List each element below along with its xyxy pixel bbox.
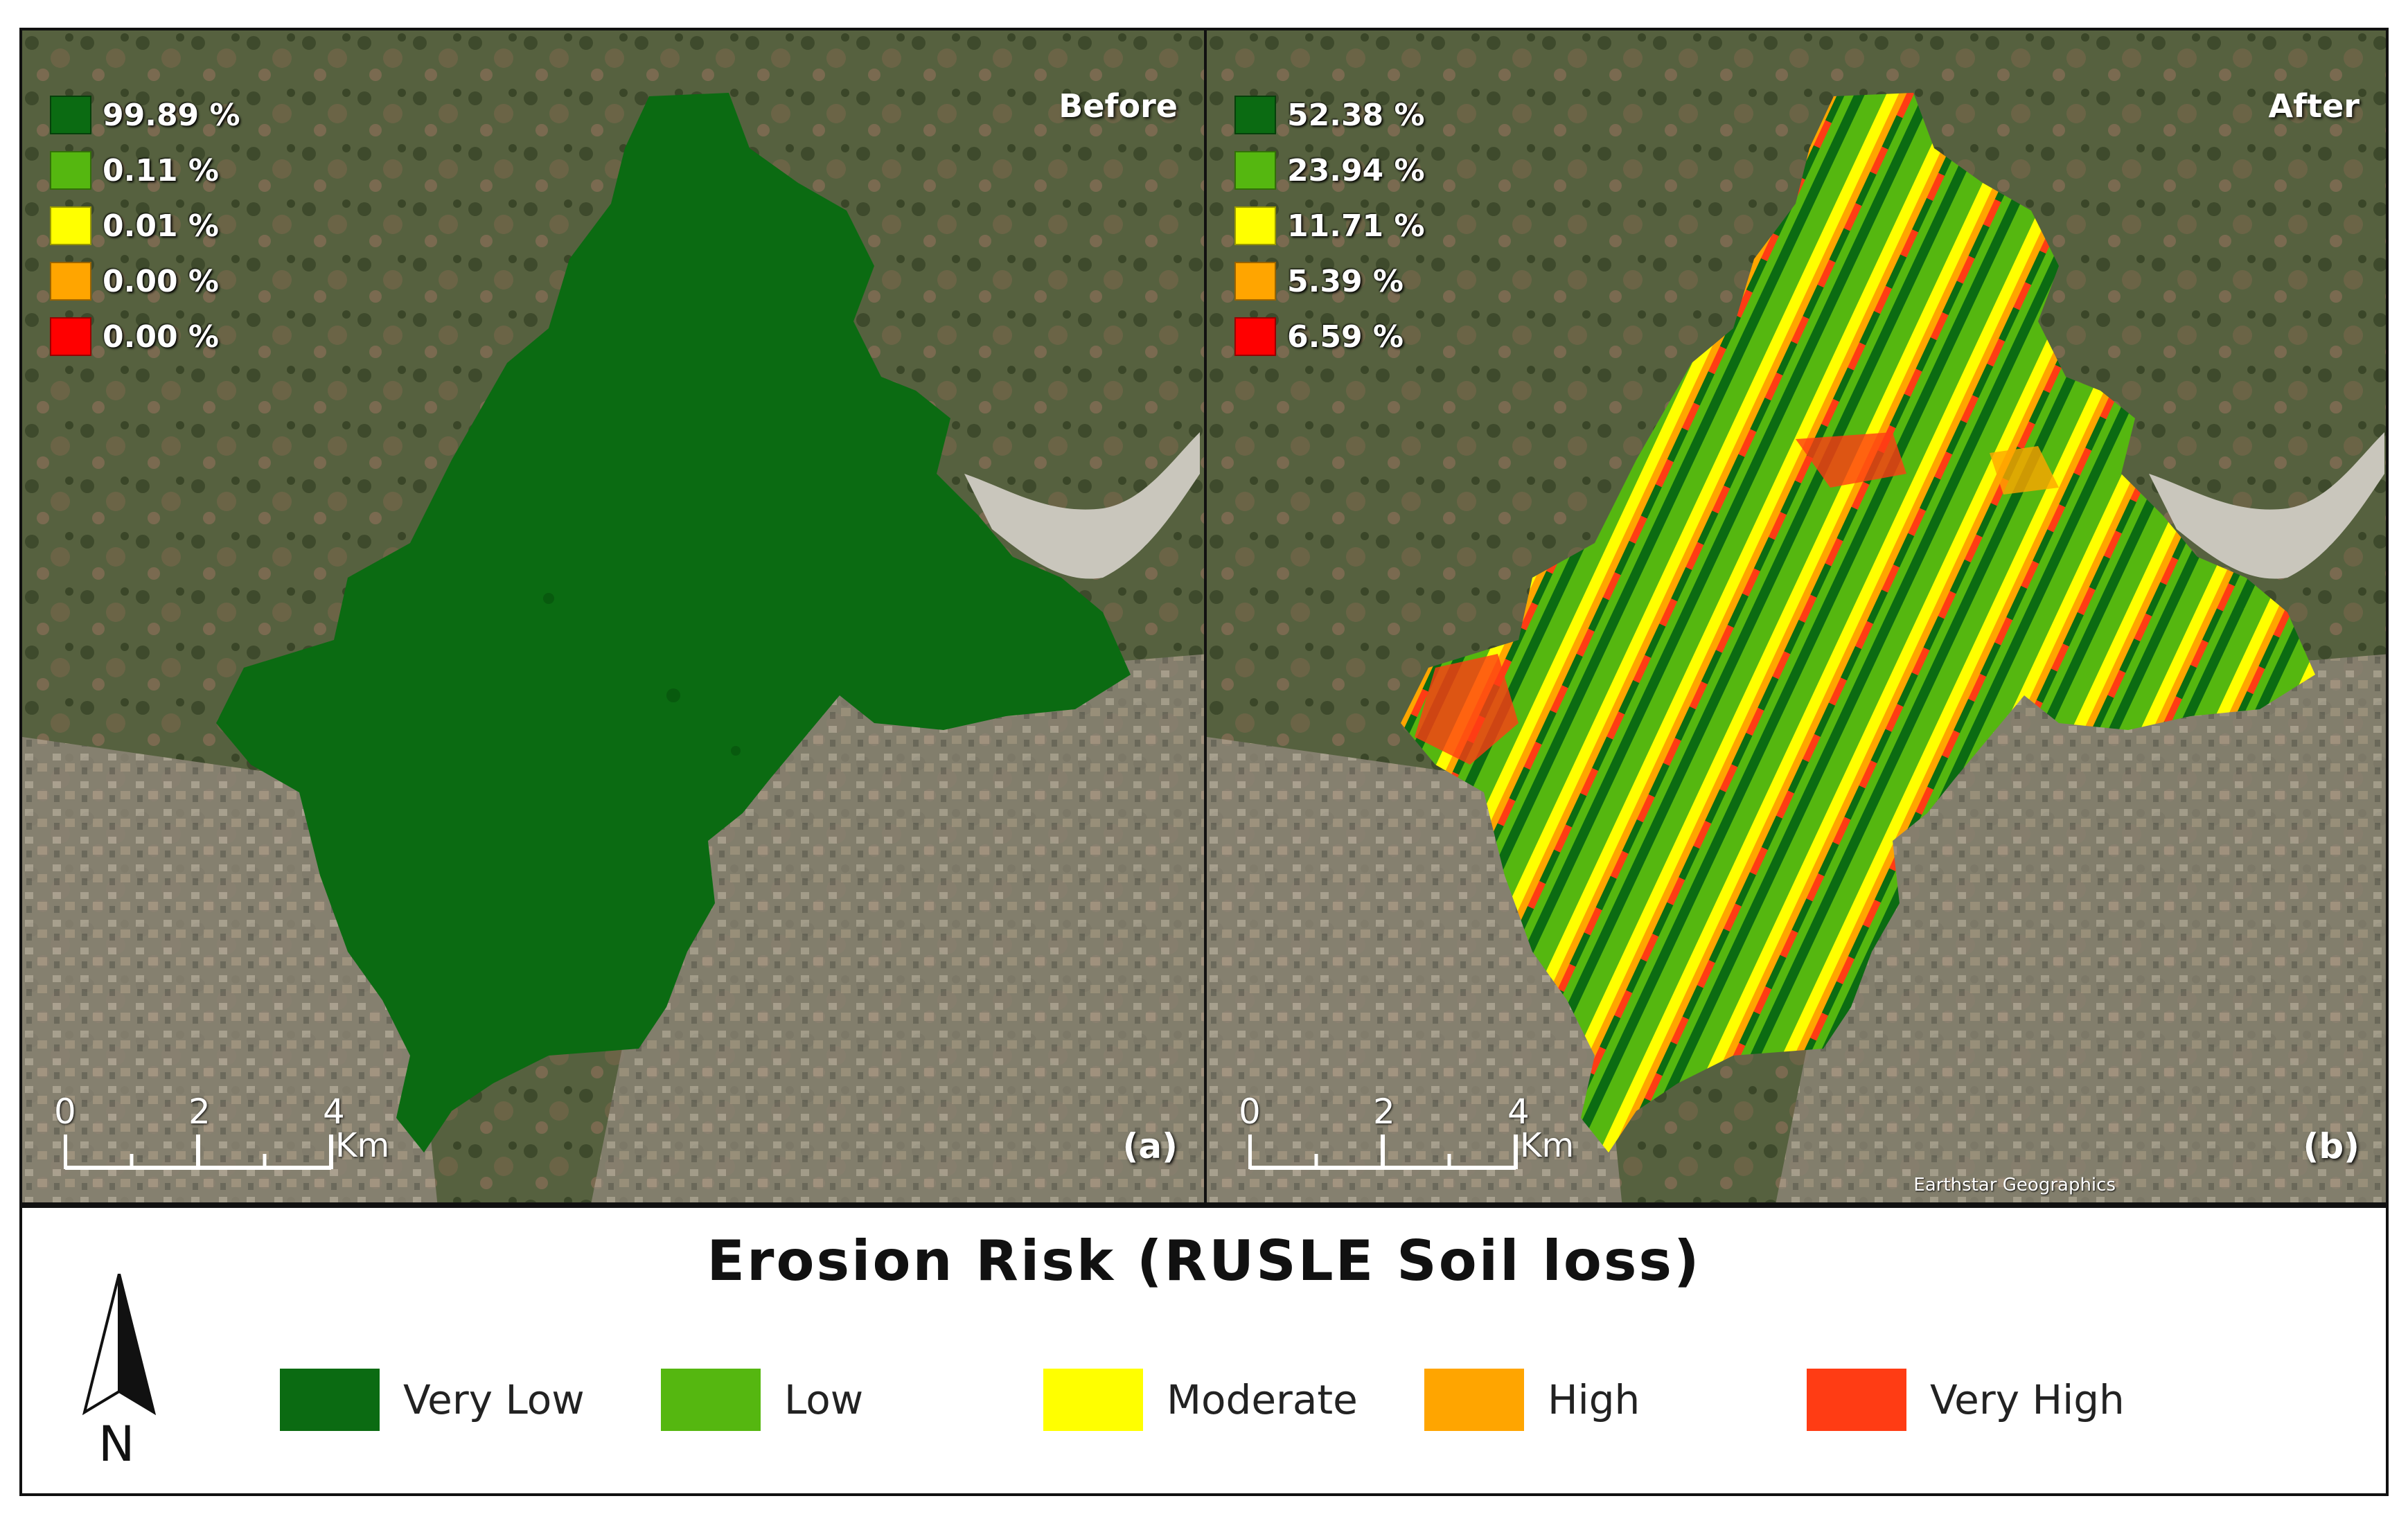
swatch-high	[1234, 262, 1276, 301]
legend-swatch-high	[1424, 1369, 1524, 1431]
map-panel-after: 52.38 % 23.94 % 11.71 % 5.39 % 6.59 % Af…	[1204, 28, 2389, 1205]
percentage-legend-before: 99.89 % 0.11 % 0.01 % 0.00 % 0.00 %	[50, 87, 240, 364]
pct-value: 6.59 %	[1287, 319, 1404, 355]
swatch-very-low	[50, 96, 91, 134]
pct-row-very-low: 52.38 %	[1234, 87, 1425, 143]
legend-item-very-low: Very Low	[280, 1369, 585, 1431]
scale-tick-label: 4	[323, 1092, 345, 1132]
scale-tick-label: 4	[1507, 1092, 1530, 1132]
scale-tick-label: 0	[54, 1092, 76, 1132]
panel-tag-b: (b)	[2303, 1126, 2360, 1166]
swatch-very-high	[1234, 317, 1276, 356]
pct-value: 52.38 %	[1287, 97, 1425, 133]
pct-value: 0.11 %	[103, 152, 219, 188]
pct-value: 99.89 %	[103, 97, 240, 133]
legend-swatch-very-low	[280, 1369, 380, 1431]
scale-tick-label: 2	[188, 1092, 211, 1132]
legend-label: Moderate	[1167, 1376, 1358, 1423]
percentage-legend-after: 52.38 % 23.94 % 11.71 % 5.39 % 6.59 %	[1234, 87, 1425, 364]
pct-row-very-high: 0.00 %	[50, 309, 240, 364]
pct-value: 0.01 %	[103, 208, 219, 244]
pct-row-high: 0.00 %	[50, 254, 240, 309]
satellite-basemap	[1207, 30, 2386, 1202]
swatch-very-high	[50, 317, 91, 356]
pct-row-low: 23.94 %	[1234, 143, 1425, 198]
pct-value: 5.39 %	[1287, 263, 1404, 299]
map-attribution: Earthstar Geographics	[1913, 1175, 2116, 1195]
satellite-basemap	[22, 30, 1204, 1202]
swatch-moderate	[50, 206, 91, 245]
pct-row-moderate: 11.71 %	[1234, 198, 1425, 254]
pct-value: 11.71 %	[1287, 208, 1425, 244]
legend-label: High	[1548, 1376, 1640, 1423]
swatch-high	[50, 262, 91, 301]
scale-bar-lines	[64, 1135, 333, 1170]
legend-label: Low	[784, 1376, 864, 1423]
pct-value: 23.94 %	[1287, 152, 1425, 188]
pct-row-very-low: 99.89 %	[50, 87, 240, 143]
scale-unit: Km	[1520, 1126, 1575, 1165]
burned-area-before	[216, 93, 1131, 1153]
panel-tag-a: (a)	[1122, 1126, 1178, 1166]
swatch-low	[1234, 151, 1276, 190]
pct-value: 0.00 %	[103, 263, 219, 299]
legend-item-very-high: Very High	[1807, 1369, 2125, 1431]
pct-value: 0.00 %	[103, 319, 219, 355]
panel-title-after: After	[2268, 87, 2360, 125]
pct-row-low: 0.11 %	[50, 143, 240, 198]
legend-swatch-very-high	[1807, 1369, 1906, 1431]
scale-bar: 0 2 4 Km	[1239, 1092, 1574, 1175]
legend-swatch-low	[661, 1369, 761, 1431]
legend-title: Erosion Risk (RUSLE Soil loss)	[707, 1229, 1701, 1293]
north-label: N	[98, 1416, 135, 1473]
burned-area-after	[1401, 93, 2315, 1153]
scale-tick-label: 2	[1373, 1092, 1395, 1132]
legend-item-high: High	[1424, 1369, 1640, 1431]
legend-label: Very Low	[403, 1376, 585, 1423]
scale-unit: Km	[335, 1126, 390, 1165]
map-panel-before: 99.89 % 0.11 % 0.01 % 0.00 % 0.00 % Befo…	[19, 28, 1207, 1205]
scale-bar: 0 2 4 Km	[54, 1092, 389, 1175]
pct-row-high: 5.39 %	[1234, 254, 1425, 309]
panel-title-before: Before	[1059, 87, 1178, 125]
swatch-moderate	[1234, 206, 1276, 245]
legend-item-low: Low	[661, 1369, 863, 1431]
legend-label: Very High	[1930, 1376, 2125, 1423]
north-arrow-icon	[82, 1274, 157, 1416]
swatch-low	[50, 151, 91, 190]
swatch-very-low	[1234, 96, 1276, 134]
scale-bar-lines	[1248, 1135, 1518, 1170]
erosion-risk-legend: Erosion Risk (RUSLE Soil loss) N Very Lo…	[19, 1205, 2389, 1496]
legend-item-moderate: Moderate	[1043, 1369, 1358, 1431]
pct-row-very-high: 6.59 %	[1234, 309, 1425, 364]
scale-tick-label: 0	[1239, 1092, 1261, 1132]
legend-swatch-moderate	[1043, 1369, 1143, 1431]
pct-row-moderate: 0.01 %	[50, 198, 240, 254]
